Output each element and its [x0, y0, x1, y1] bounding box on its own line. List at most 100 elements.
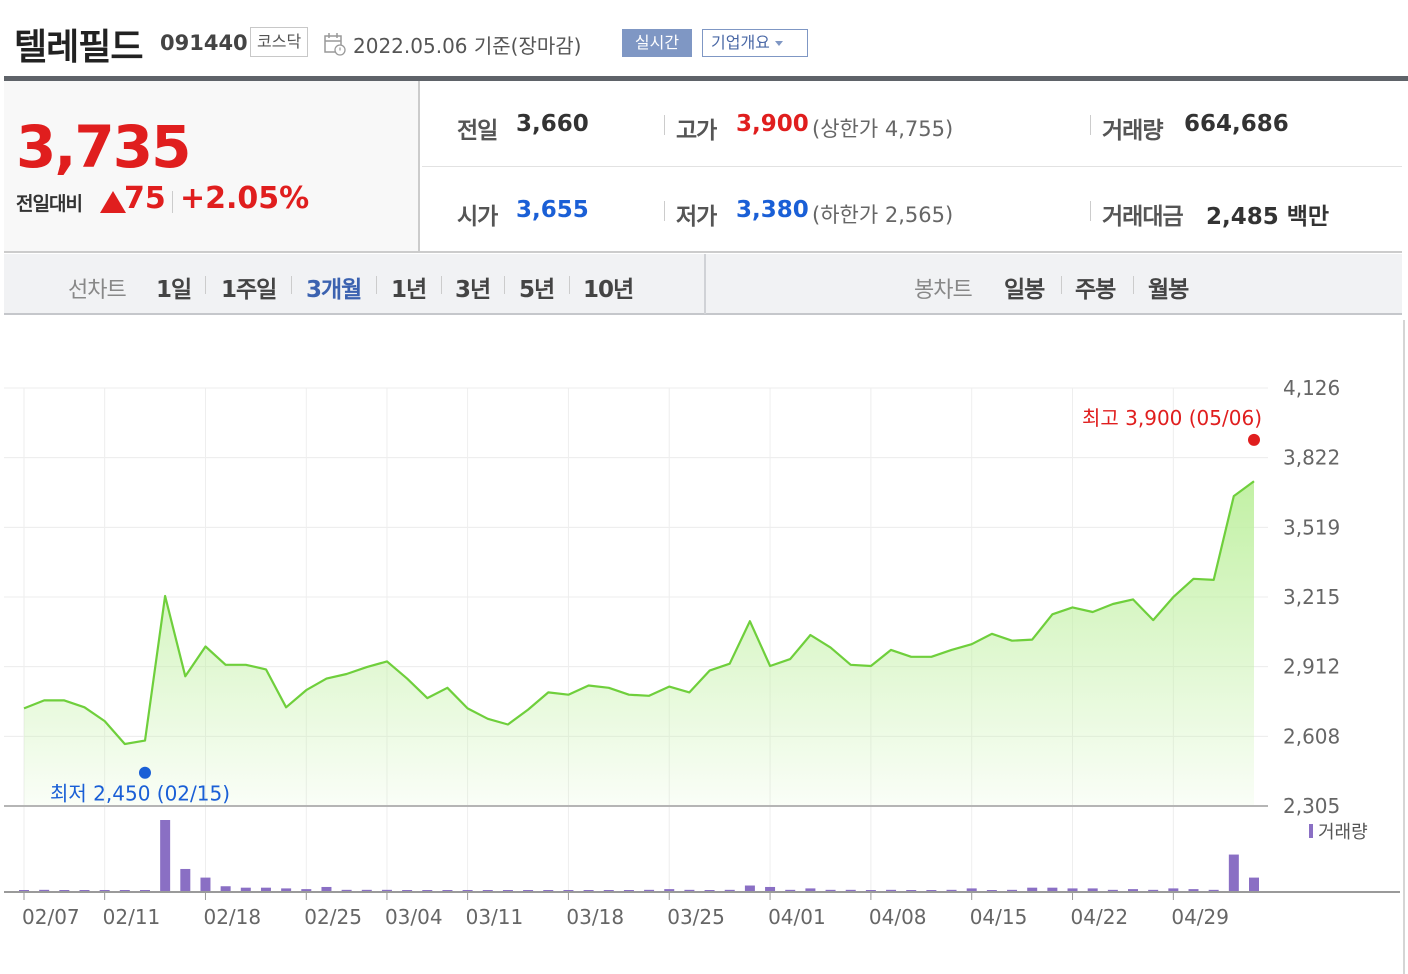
volume-bar: [1087, 888, 1098, 892]
price-line: [23, 480, 1255, 746]
tab-1-year[interactable]: 1년: [391, 277, 427, 303]
volume-bar: [1148, 889, 1159, 892]
x-tick-label: 04/22: [1071, 905, 1129, 929]
volume-bar: [1168, 888, 1179, 892]
divider: [664, 115, 665, 135]
volume-bar: [341, 889, 352, 892]
volume-bar: [886, 889, 897, 892]
tab-1-week[interactable]: 1주일: [221, 277, 277, 303]
y-tick-label: 3,822: [1283, 446, 1340, 470]
high-marker-dot: [1248, 433, 1260, 446]
header-rule: [4, 76, 1408, 81]
open-value: 3,655: [516, 197, 589, 223]
lower-limit: (하한가 2,565): [812, 203, 954, 227]
tab-10-years[interactable]: 10년: [583, 277, 634, 303]
tab-5-years[interactable]: 5년: [519, 277, 555, 303]
volume-bar: [684, 889, 695, 892]
stock-header: 텔레필드 091440 코스닥 2022.05.06 기준(장마감) 실시간 기…: [0, 0, 1408, 76]
volume-bar: [1047, 887, 1058, 892]
volume-value: 664,686: [1184, 111, 1289, 137]
y-tick-label: 3,215: [1283, 585, 1340, 609]
volume-bar: [765, 886, 776, 892]
volume-bar: [281, 888, 292, 892]
change-value: 75: [124, 181, 166, 216]
realtime-button[interactable]: 실시간: [622, 29, 692, 57]
divider: [569, 276, 570, 294]
x-tick-label: 03/04: [385, 905, 443, 929]
volume-bar: [321, 886, 332, 892]
tab-1-day[interactable]: 1일: [156, 277, 192, 303]
y-tick-label: 4,126: [1283, 376, 1340, 400]
y-tick-label: 2,912: [1283, 655, 1340, 679]
divider: [376, 276, 377, 294]
divider: [1090, 201, 1091, 221]
volume-bar: [200, 877, 211, 892]
volume-bar: [220, 886, 231, 892]
company-overview-label: 기업개요: [711, 33, 770, 52]
x-tick-label: 02/11: [103, 905, 161, 929]
company-name: 텔레필드: [14, 27, 143, 68]
volume-bar: [744, 885, 755, 892]
up-triangle-icon: [100, 191, 126, 213]
as-of-date: 2022.05.06 기준(장마감): [353, 34, 582, 58]
period-tabs: 선차트 1일 1주일 3개월 1년 3년 5년 10년 봉차트 일봉 주봉 월봉: [4, 254, 1402, 315]
tab-3-years[interactable]: 3년: [455, 277, 491, 303]
high-annotation: 최고 3,900 (05/06): [1082, 406, 1262, 430]
x-tick-label: 04/29: [1171, 905, 1229, 929]
divider: [664, 201, 665, 221]
volume-bar: [1067, 888, 1078, 892]
divider: [1090, 115, 1091, 135]
volume-bar: [301, 889, 312, 892]
volume-label: 거래량: [1102, 118, 1163, 144]
low-marker-dot: [138, 766, 151, 779]
volume-bar: [805, 888, 816, 892]
volume-bar: [644, 889, 655, 892]
divider: [504, 276, 505, 294]
volume-legend-label: 거래량: [1318, 822, 1368, 843]
divider: [205, 276, 206, 294]
volume-bar: [160, 820, 171, 892]
tab-weekly-candle[interactable]: 주봉: [1075, 277, 1116, 303]
volume-legend-swatch: [1309, 824, 1313, 838]
volume-bar: [1027, 887, 1038, 892]
divider: [291, 276, 292, 294]
y-tick-label: 3,519: [1283, 515, 1340, 539]
caret-down-icon: [774, 41, 783, 46]
price-chart: 4,126 3,822 3,519 3,215 2,912 2,608 2,305 02/07…: [0, 320, 1408, 974]
tab-3-months[interactable]: 3개월: [306, 277, 362, 303]
volume-bar: [260, 887, 271, 892]
amount-label: 거래대금: [1102, 204, 1184, 230]
change-label: 전일대비: [16, 193, 83, 215]
divider: [704, 254, 706, 314]
x-tick-label: 04/15: [970, 905, 1028, 929]
volume-bar: [966, 888, 977, 892]
divider: [422, 166, 1402, 167]
chart-right-border: [1403, 320, 1405, 974]
tab-monthly-candle[interactable]: 월봉: [1148, 277, 1189, 303]
prev-close-label: 전일: [457, 118, 498, 144]
volume-bar: [39, 889, 50, 892]
price-chart-svg: 4,126 3,822 3,519 3,215 2,912 2,608 2,305 02/07…: [4, 376, 1400, 929]
x-tick-label: 02/25: [304, 905, 362, 929]
x-tick-label: 04/08: [869, 905, 927, 929]
volume-bar: [1188, 889, 1199, 892]
tab-daily-candle[interactable]: 일봉: [1004, 277, 1045, 303]
volume-bar: [1128, 889, 1139, 892]
volume-bar: [1007, 889, 1018, 892]
volume-bar: [1208, 889, 1219, 892]
upper-limit: (상한가 4,755): [812, 117, 954, 141]
amount-value: 2,485 백만: [1206, 204, 1330, 230]
prev-close-value: 3,660: [516, 111, 589, 137]
volume-bar: [361, 889, 372, 892]
low-annotation: 최저 2,450 (02/15): [50, 782, 230, 806]
x-tick-label: 03/25: [667, 905, 725, 929]
x-tick-label: 02/18: [203, 905, 261, 929]
stock-code: 091440: [160, 31, 248, 55]
volume-bar: [664, 889, 675, 892]
volume-bar: [1107, 889, 1118, 892]
change-percent: +2.05%: [180, 181, 310, 216]
company-overview-dropdown[interactable]: 기업개요: [702, 29, 808, 57]
divider: [1061, 276, 1062, 294]
low-label: 저가: [676, 204, 717, 230]
quote-panel: 3,735 전일대비 75 +2.05% 전일 3,660 고가 3,900 (…: [4, 81, 1402, 253]
